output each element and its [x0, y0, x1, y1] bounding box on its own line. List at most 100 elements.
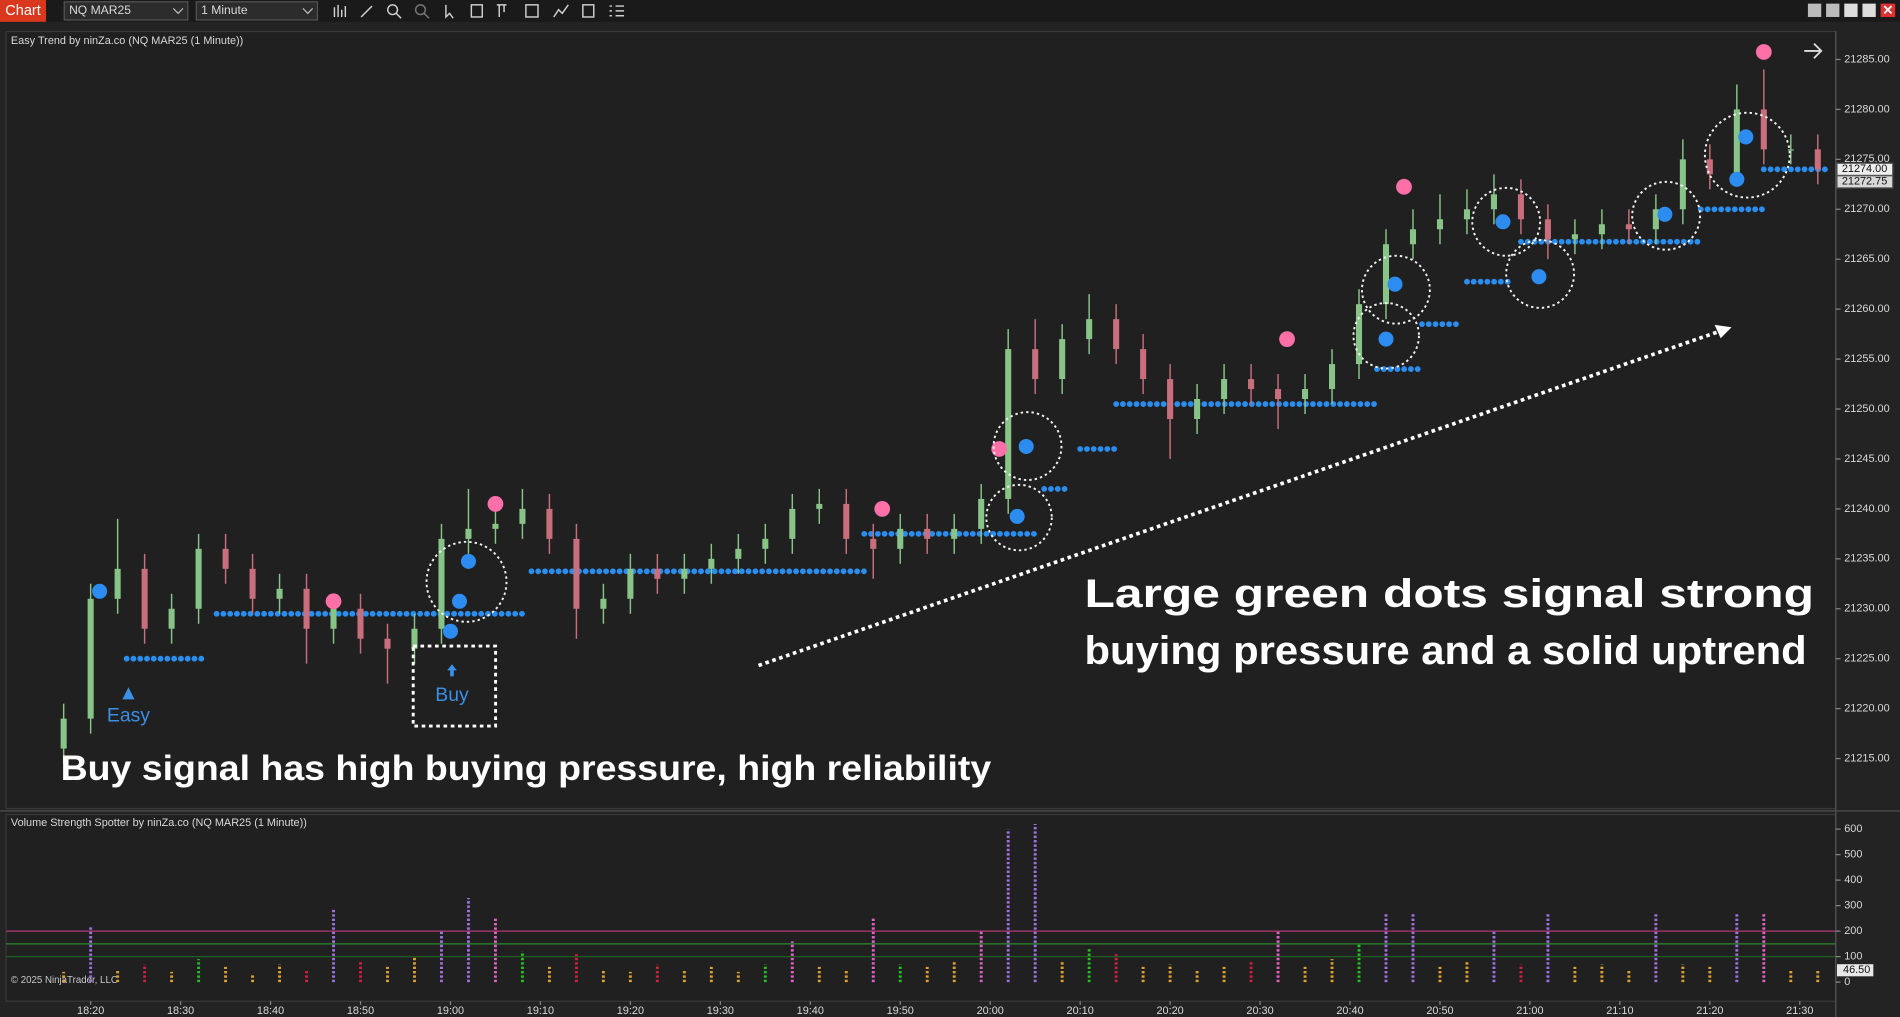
trend-dot	[1303, 401, 1310, 407]
signal-dot	[1018, 438, 1034, 454]
trend-dot	[281, 610, 288, 617]
trend-dot	[827, 568, 833, 575]
highlight-circle	[1631, 180, 1702, 251]
trend-dot	[548, 568, 555, 575]
trend-dot	[1133, 401, 1140, 407]
chart-tab-label[interactable]: Chart	[5, 3, 41, 19]
bars-icon[interactable]	[333, 4, 347, 17]
x-tick-label: 19:40	[797, 1005, 824, 1017]
zoom-in-icon[interactable]	[387, 4, 399, 16]
trend-dot	[157, 655, 164, 662]
trend-dot	[1464, 278, 1470, 285]
properties-icon[interactable]	[582, 4, 595, 18]
trend-dot	[1077, 446, 1084, 452]
candle-body	[1275, 389, 1282, 400]
trend-dot	[929, 530, 936, 537]
trend-dot	[1174, 401, 1181, 407]
candle-body	[303, 588, 310, 629]
y-tick-label: 21265.00	[1844, 253, 1889, 265]
trend-dot	[582, 568, 589, 575]
trend-dot	[1140, 401, 1147, 407]
indicators-icon[interactable]	[525, 4, 539, 18]
trend-dot	[1061, 486, 1068, 492]
zoom-out-icon[interactable]	[414, 4, 427, 16]
candle-body	[1652, 209, 1659, 230]
trend-dot	[935, 530, 942, 537]
candle-body	[1221, 379, 1228, 400]
trend-dot	[471, 610, 478, 617]
data-box-icon[interactable]	[470, 4, 483, 18]
trend-dot	[1579, 238, 1585, 245]
candle-body	[1005, 349, 1012, 499]
trend-dot	[295, 610, 301, 617]
easy-label: Easy	[107, 705, 150, 727]
trend-dot	[637, 568, 643, 575]
instrument-label[interactable]: NQ MAR25	[69, 3, 131, 17]
trend-dot	[1153, 401, 1160, 407]
highlight-circle	[1352, 302, 1420, 370]
instrument-select[interactable]	[63, 1, 189, 21]
trend-dot	[1633, 238, 1640, 245]
trend-dot	[464, 610, 471, 617]
trend-dot	[1235, 401, 1242, 407]
strategy-icon[interactable]	[553, 4, 569, 18]
window-button[interactable]	[1807, 3, 1822, 17]
trend-dot	[1518, 238, 1524, 245]
trend-dot	[1242, 401, 1248, 407]
pointer-icon[interactable]	[445, 4, 454, 19]
trend-dot	[861, 568, 867, 575]
trend-dot	[1181, 401, 1187, 407]
candle-body	[1544, 219, 1551, 240]
candle-body	[87, 598, 94, 719]
y-tick-label: 100	[1844, 950, 1862, 962]
interval-label[interactable]: 1 Minute	[201, 3, 248, 17]
trend-dot	[1788, 166, 1794, 173]
draw-icon[interactable]	[360, 5, 373, 18]
trend-dot	[335, 610, 342, 617]
trend-dot	[430, 610, 437, 617]
trend-dot	[457, 610, 464, 617]
trend-dot	[806, 568, 813, 575]
signal-dot	[1495, 214, 1511, 230]
trend-dot	[942, 530, 949, 537]
candle-body	[330, 608, 337, 629]
trend-dot	[1310, 401, 1316, 407]
signal-dot	[1009, 508, 1025, 524]
trend-dot	[1084, 446, 1090, 452]
trend-dot	[1558, 238, 1565, 245]
x-tick-label: 21:30	[1786, 1005, 1813, 1017]
toolbar-icons	[333, 4, 625, 19]
trend-dot	[1484, 278, 1491, 285]
trend-dot	[1660, 238, 1667, 245]
trend-dot	[349, 610, 356, 617]
trend-dot	[123, 655, 130, 662]
trend-dot	[603, 568, 609, 575]
trend-dot	[1425, 321, 1432, 328]
restore-button[interactable]	[1862, 3, 1876, 17]
window-button[interactable]	[1826, 3, 1840, 17]
minimize-button[interactable]	[1844, 3, 1858, 17]
template-icon[interactable]	[496, 4, 507, 17]
scroll-arrow[interactable]	[1804, 42, 1823, 59]
interval-select[interactable]	[195, 1, 319, 21]
pressure-dot	[874, 501, 891, 517]
trend-dot	[403, 610, 410, 617]
trend-dot	[150, 655, 157, 662]
y-tick-label: 21240.00	[1844, 503, 1889, 515]
trend-dot	[1394, 366, 1401, 372]
candle-body	[951, 528, 958, 539]
trend-dot	[254, 610, 261, 617]
trend-dot	[178, 655, 184, 662]
x-tick-label: 19:10	[527, 1005, 554, 1017]
trend-dot	[1248, 401, 1255, 407]
trend-dot	[1269, 401, 1276, 407]
pressure-dot	[1396, 178, 1412, 195]
price-marker-label: 21274.00	[1842, 163, 1887, 175]
trend-dot	[198, 655, 205, 662]
chart-tab[interactable]	[0, 0, 47, 22]
trend-dot	[1619, 238, 1626, 245]
trend-dot	[704, 568, 711, 575]
list-icon[interactable]	[609, 5, 625, 17]
candle-body	[1355, 304, 1363, 365]
